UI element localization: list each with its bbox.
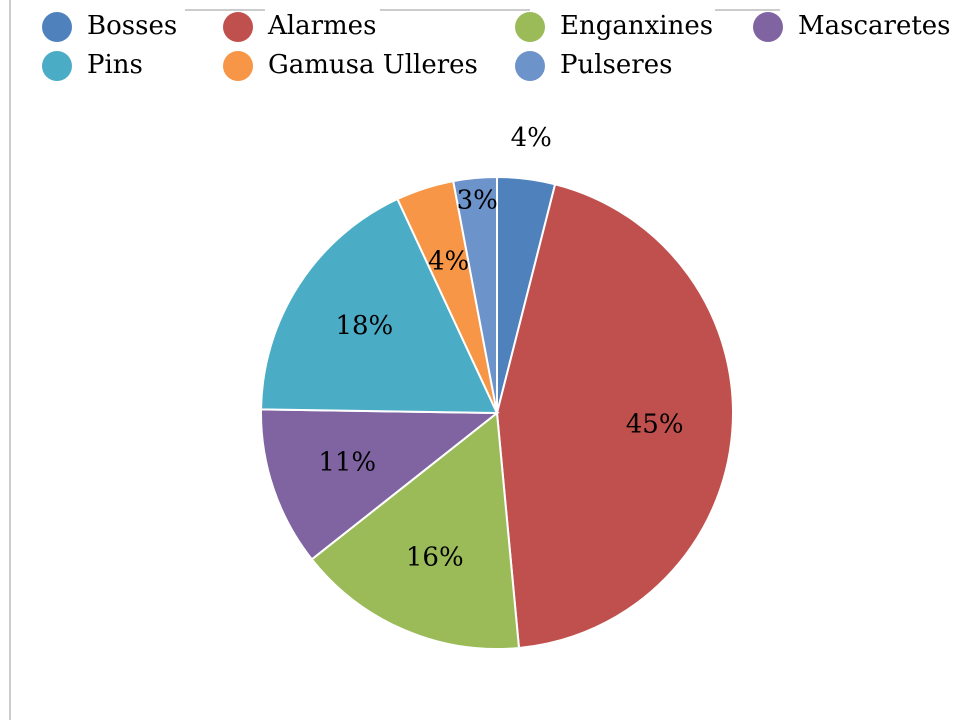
- data-label: 4%: [511, 123, 552, 153]
- legend-swatch: [753, 12, 783, 42]
- legend-swatch: [515, 51, 545, 81]
- legend-label: Pins: [87, 50, 143, 80]
- data-label: 3%: [457, 186, 498, 216]
- pie-slice: [310, 411, 521, 650]
- data-label: 45%: [626, 409, 684, 439]
- legend-label: Gamusa Ulleres: [268, 50, 478, 80]
- pie-slice: [452, 175, 498, 414]
- legend-swatch: [42, 12, 72, 42]
- legend-label: Enganxines: [560, 11, 713, 41]
- pie-slice: [495, 183, 734, 650]
- legend-label: Pulseres: [560, 50, 672, 80]
- pie-slice: [260, 408, 500, 561]
- data-label: 4%: [428, 246, 469, 276]
- legend-label: Mascaretes: [798, 11, 951, 41]
- legend-label: Alarmes: [267, 11, 376, 41]
- pie-slice: [260, 197, 499, 415]
- legend-swatch: [223, 12, 253, 42]
- data-label: 18%: [335, 311, 393, 341]
- data-label: 11%: [318, 448, 376, 478]
- data-label: 16%: [406, 542, 464, 572]
- legend-swatch: [515, 12, 545, 42]
- legend-label: Bosses: [87, 11, 177, 41]
- legend-swatch: [42, 51, 72, 81]
- legend-swatch: [223, 51, 253, 81]
